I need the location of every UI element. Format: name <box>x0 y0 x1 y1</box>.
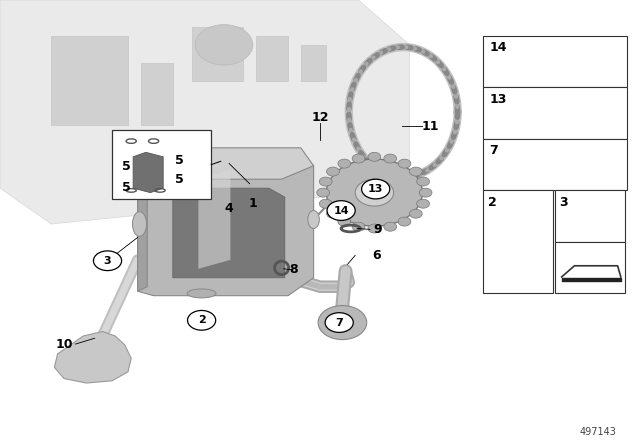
Circle shape <box>352 222 365 231</box>
Text: 2: 2 <box>488 196 497 209</box>
Polygon shape <box>138 170 147 291</box>
Circle shape <box>338 159 351 168</box>
Circle shape <box>410 209 422 218</box>
Circle shape <box>355 179 394 206</box>
Circle shape <box>318 306 367 340</box>
FancyBboxPatch shape <box>141 63 173 125</box>
Circle shape <box>384 222 397 231</box>
Circle shape <box>93 251 122 271</box>
Text: 3: 3 <box>559 196 568 209</box>
Text: 5: 5 <box>175 154 184 167</box>
Text: 9: 9 <box>373 223 382 236</box>
Circle shape <box>398 217 411 226</box>
Circle shape <box>417 177 429 186</box>
Text: 7: 7 <box>490 144 499 157</box>
Circle shape <box>319 177 332 186</box>
Polygon shape <box>198 170 230 269</box>
Circle shape <box>362 179 390 199</box>
Ellipse shape <box>132 212 147 237</box>
Text: 7: 7 <box>335 318 343 327</box>
Circle shape <box>327 201 355 220</box>
Circle shape <box>188 310 216 330</box>
Text: 1: 1 <box>248 197 257 211</box>
Text: 4: 4 <box>225 202 234 215</box>
Text: 6: 6 <box>372 249 381 262</box>
Text: 5: 5 <box>122 181 131 194</box>
FancyBboxPatch shape <box>556 190 625 242</box>
Circle shape <box>368 224 381 233</box>
Text: 12: 12 <box>311 111 329 124</box>
Circle shape <box>419 188 432 197</box>
FancyBboxPatch shape <box>483 190 553 293</box>
FancyBboxPatch shape <box>483 36 627 87</box>
Circle shape <box>326 209 339 218</box>
Text: 2: 2 <box>198 315 205 325</box>
Polygon shape <box>133 152 163 193</box>
FancyBboxPatch shape <box>256 36 288 81</box>
Polygon shape <box>54 332 131 383</box>
Text: 5: 5 <box>175 172 184 186</box>
Circle shape <box>368 152 381 161</box>
Text: 13: 13 <box>368 184 383 194</box>
Text: 8: 8 <box>289 263 298 276</box>
Circle shape <box>410 167 422 176</box>
Circle shape <box>319 199 332 208</box>
Text: 14: 14 <box>490 41 507 54</box>
FancyBboxPatch shape <box>112 130 211 199</box>
Circle shape <box>384 154 397 163</box>
FancyBboxPatch shape <box>483 139 627 190</box>
Text: 11: 11 <box>421 120 439 133</box>
FancyBboxPatch shape <box>301 45 326 81</box>
Text: 13: 13 <box>490 93 507 106</box>
Text: 3: 3 <box>104 256 111 266</box>
FancyBboxPatch shape <box>192 27 243 81</box>
Circle shape <box>317 188 330 197</box>
Text: 14: 14 <box>333 206 349 215</box>
Polygon shape <box>138 148 314 179</box>
Circle shape <box>398 159 411 168</box>
Circle shape <box>338 217 351 226</box>
Ellipse shape <box>308 211 319 228</box>
Polygon shape <box>173 188 285 278</box>
Circle shape <box>326 159 422 226</box>
FancyBboxPatch shape <box>51 36 128 125</box>
Circle shape <box>195 25 253 65</box>
Circle shape <box>325 313 353 332</box>
Polygon shape <box>138 152 314 296</box>
Ellipse shape <box>187 289 216 298</box>
Circle shape <box>368 188 381 197</box>
Circle shape <box>326 167 339 176</box>
Circle shape <box>417 199 429 208</box>
FancyBboxPatch shape <box>556 242 625 293</box>
FancyBboxPatch shape <box>483 87 627 139</box>
Polygon shape <box>0 0 410 224</box>
Circle shape <box>352 154 365 163</box>
Text: 10: 10 <box>55 337 73 351</box>
Text: 497143: 497143 <box>580 427 617 437</box>
Text: 5: 5 <box>122 160 131 173</box>
